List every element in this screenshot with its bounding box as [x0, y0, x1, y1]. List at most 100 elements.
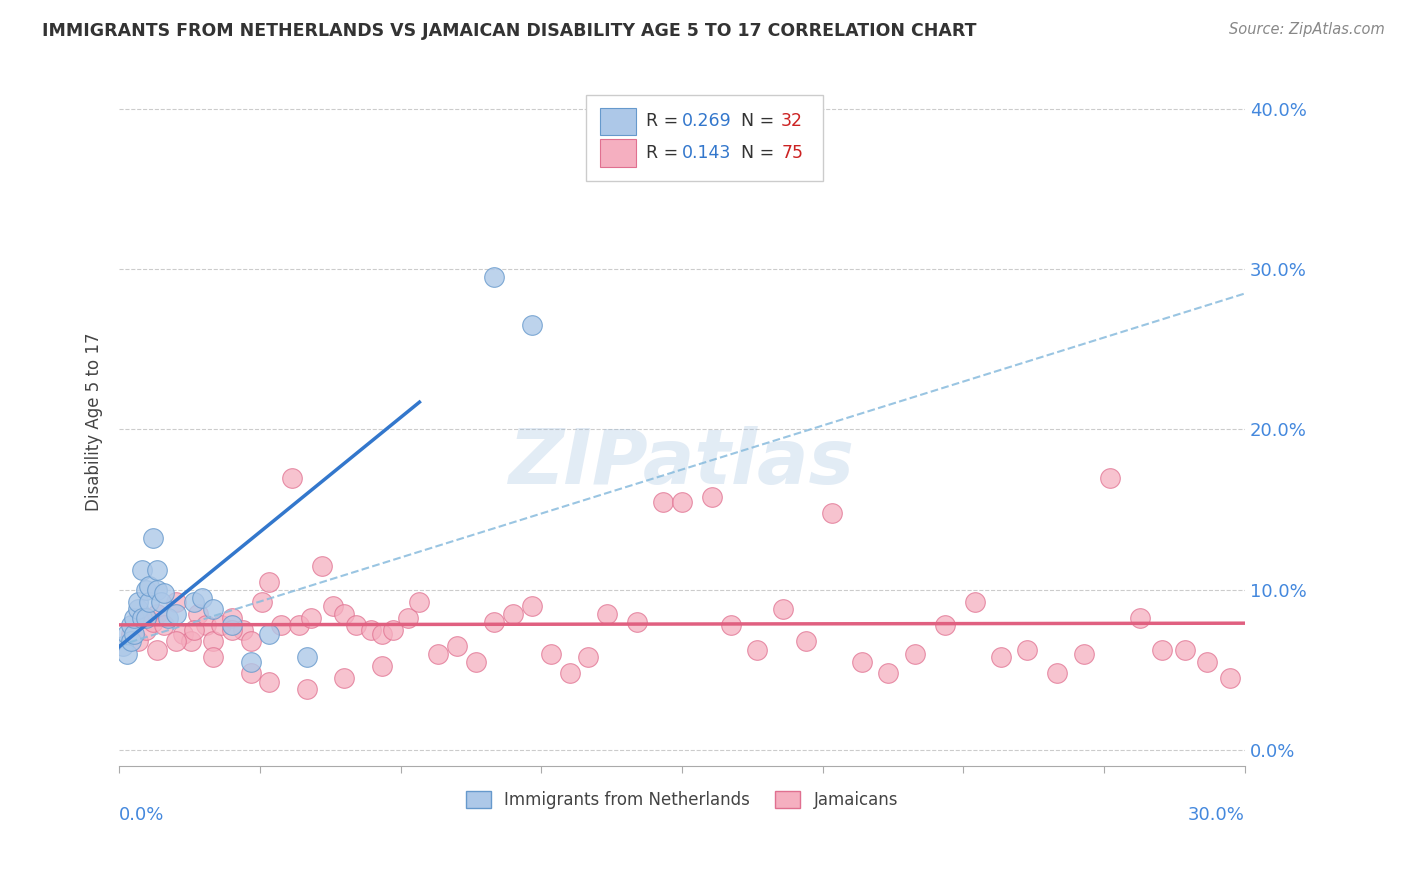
Point	[446, 639, 468, 653]
Point	[221, 617, 243, 632]
Point	[135, 611, 157, 625]
Point	[382, 623, 405, 637]
Point	[131, 611, 153, 625]
Point	[202, 633, 225, 648]
Point	[135, 623, 157, 637]
Point	[464, 655, 486, 669]
Point	[520, 318, 543, 333]
Point	[344, 617, 367, 632]
Point	[794, 633, 817, 648]
Point	[146, 563, 169, 577]
Point	[990, 649, 1012, 664]
Point	[146, 643, 169, 657]
Point	[299, 611, 322, 625]
Point	[153, 617, 176, 632]
Point	[540, 647, 562, 661]
Text: IMMIGRANTS FROM NETHERLANDS VS JAMAICAN DISABILITY AGE 5 TO 17 CORRELATION CHART: IMMIGRANTS FROM NETHERLANDS VS JAMAICAN …	[42, 22, 977, 40]
Point	[202, 601, 225, 615]
Point	[626, 615, 648, 629]
Point	[408, 595, 430, 609]
Text: R =: R =	[647, 145, 683, 162]
Point	[484, 615, 506, 629]
Point	[1017, 643, 1039, 657]
Point	[127, 601, 149, 615]
Point	[1073, 647, 1095, 661]
Text: 0.143: 0.143	[682, 145, 731, 162]
Text: N =: N =	[731, 145, 780, 162]
Text: N =: N =	[731, 112, 780, 130]
Point	[1152, 643, 1174, 657]
Text: R =: R =	[647, 112, 683, 130]
Point	[288, 617, 311, 632]
Text: ZIPatlas: ZIPatlas	[509, 425, 855, 500]
Point	[596, 143, 619, 157]
Point	[149, 595, 172, 609]
Point	[131, 563, 153, 577]
Point	[142, 531, 165, 545]
Point	[127, 633, 149, 648]
Point	[652, 494, 675, 508]
Point	[120, 627, 142, 641]
Point	[745, 643, 768, 657]
Point	[187, 607, 209, 621]
Point	[259, 574, 281, 589]
Point	[138, 595, 160, 609]
Point	[111, 639, 134, 653]
Point	[281, 470, 304, 484]
Point	[333, 607, 356, 621]
Point	[180, 633, 202, 648]
Point	[520, 599, 543, 613]
Point	[484, 270, 506, 285]
Point	[360, 623, 382, 637]
Point	[963, 595, 986, 609]
Point	[427, 647, 450, 661]
Text: 0.0%: 0.0%	[120, 805, 165, 823]
Text: 32: 32	[782, 112, 803, 130]
Point	[576, 649, 599, 664]
Point	[322, 599, 344, 613]
Point	[172, 627, 194, 641]
Point	[671, 494, 693, 508]
Point	[115, 647, 138, 661]
Point	[934, 617, 956, 632]
Point	[877, 665, 900, 680]
Point	[194, 617, 217, 632]
Point	[259, 627, 281, 641]
Point	[120, 633, 142, 648]
Point	[371, 659, 394, 673]
Point	[183, 595, 205, 609]
Point	[191, 591, 214, 605]
Point	[1046, 665, 1069, 680]
Point	[250, 595, 273, 609]
Point	[270, 617, 292, 632]
Point	[1098, 470, 1121, 484]
Point	[1197, 655, 1219, 669]
Point	[239, 665, 262, 680]
Point	[239, 655, 262, 669]
Point	[904, 647, 927, 661]
Point	[333, 671, 356, 685]
Point	[153, 585, 176, 599]
Point	[1219, 671, 1241, 685]
Point	[146, 582, 169, 597]
Point	[259, 675, 281, 690]
Point	[120, 617, 142, 632]
Point	[124, 627, 146, 641]
Point	[596, 607, 619, 621]
Point	[135, 582, 157, 597]
Point	[502, 607, 524, 621]
Point	[138, 579, 160, 593]
Point	[232, 623, 254, 637]
Text: 0.269: 0.269	[682, 112, 733, 130]
Point	[142, 615, 165, 629]
Point	[558, 665, 581, 680]
FancyBboxPatch shape	[586, 95, 823, 181]
Point	[851, 655, 873, 669]
Point	[221, 623, 243, 637]
Point	[209, 617, 232, 632]
Legend: Immigrants from Netherlands, Jamaicans: Immigrants from Netherlands, Jamaicans	[460, 784, 905, 815]
Text: Source: ZipAtlas.com: Source: ZipAtlas.com	[1229, 22, 1385, 37]
Point	[124, 611, 146, 625]
Point	[202, 649, 225, 664]
Point	[821, 506, 844, 520]
